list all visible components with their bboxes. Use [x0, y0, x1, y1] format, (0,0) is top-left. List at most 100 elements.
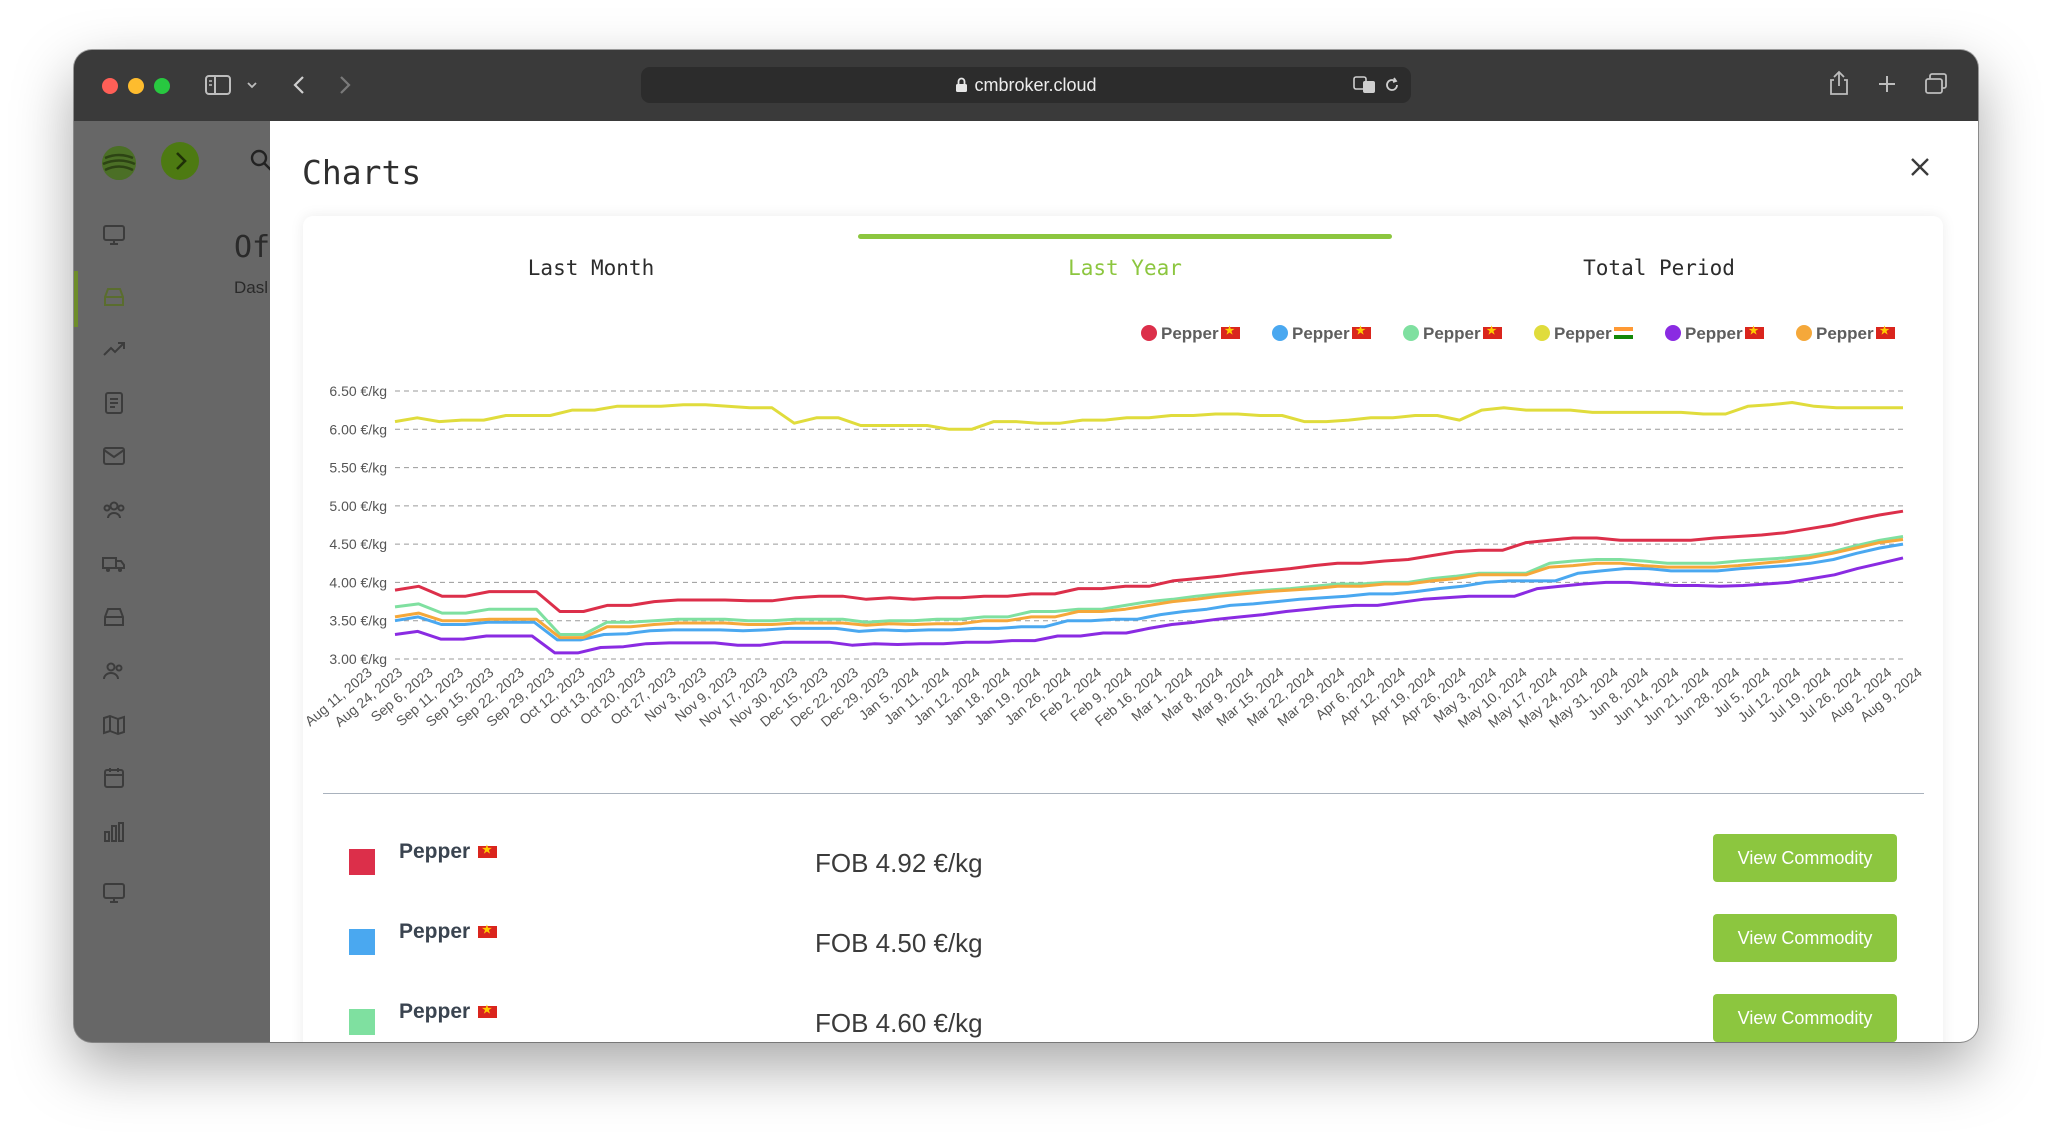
vietnam-flag-icon: [478, 843, 498, 858]
address-text-wrap: cmbroker.cloud: [641, 75, 1411, 96]
series-line: [394, 538, 1904, 640]
chevron-right-icon: [176, 152, 187, 170]
mail-icon[interactable]: [102, 444, 126, 468]
vietnam-flag-icon: [478, 923, 498, 938]
address-bar[interactable]: cmbroker.cloud: [641, 67, 1411, 103]
app-sidebar: [74, 121, 273, 1042]
legend-dot: [1141, 325, 1157, 341]
truck-icon[interactable]: [102, 552, 126, 576]
legend-label: Pepper: [1423, 324, 1481, 343]
y-tick-label: 6.00 €/kg: [329, 421, 387, 437]
document-icon[interactable]: [102, 391, 126, 415]
legend-item[interactable]: Pepper: [1272, 324, 1371, 344]
bar-chart-icon[interactable]: [102, 820, 126, 844]
y-tick-label: 4.50 €/kg: [329, 536, 387, 552]
sidebar-active-indicator: [74, 271, 78, 327]
expand-sidebar-button[interactable]: [161, 142, 199, 180]
vietnam-flag-icon: [1351, 324, 1371, 339]
legend-item[interactable]: Pepper: [1665, 324, 1764, 344]
inbox-icon[interactable]: [102, 285, 126, 309]
legend-item[interactable]: Pepper: [1403, 324, 1502, 344]
commodity-price: FOB 4.50 €/kg: [815, 928, 983, 958]
users-icon[interactable]: [102, 659, 126, 683]
close-window-button[interactable]: [102, 78, 118, 94]
commodity-row: Pepper FOB 4.92 €/kg View Commodity: [303, 834, 1943, 894]
view-commodity-button[interactable]: View Commodity: [1713, 914, 1897, 962]
tab-last-month[interactable]: Last Month: [527, 256, 655, 280]
page-heading: Of: [234, 230, 271, 265]
legend-label: Pepper: [1816, 324, 1874, 343]
series-line: [394, 556, 1904, 655]
reload-icon[interactable]: [1383, 76, 1401, 94]
sidebar-toggle-icon[interactable]: [205, 74, 231, 96]
legend-item[interactable]: Pepper: [1796, 324, 1895, 344]
map-icon[interactable]: [102, 713, 126, 737]
maximize-window-button[interactable]: [154, 78, 170, 94]
commodity-price: FOB 4.60 €/kg: [815, 1008, 983, 1038]
trend-icon[interactable]: [102, 337, 126, 361]
legend-label: Pepper: [1554, 324, 1612, 343]
legend-dot: [1272, 325, 1288, 341]
legend-label: Pepper: [1161, 324, 1219, 343]
y-tick-label: 3.50 €/kg: [329, 613, 387, 629]
monitor-icon[interactable]: [102, 223, 126, 247]
legend-item[interactable]: Pepper: [1141, 324, 1240, 344]
tab-last-year[interactable]: Last Year: [1068, 256, 1182, 280]
charts-modal: Charts Last Month Last Year Total Period…: [270, 121, 1978, 1042]
legend-dot: [1403, 325, 1419, 341]
commodity-row: Pepper FOB 4.60 €/kg View Commodity: [303, 994, 1943, 1042]
search-icon[interactable]: [249, 148, 273, 172]
chevron-down-icon[interactable]: [246, 80, 258, 90]
new-tab-icon[interactable]: [1877, 74, 1897, 94]
series-line: [394, 542, 1904, 642]
y-tick-label: 3.00 €/kg: [329, 651, 387, 667]
vietnam-flag-icon: [1875, 324, 1895, 339]
chart-card: Last Month Last Year Total Period Pepper…: [303, 216, 1943, 1042]
legend-dot: [1534, 325, 1550, 341]
tab-overview-icon[interactable]: [1924, 73, 1948, 95]
group-icon[interactable]: [102, 498, 126, 522]
url-text: cmbroker.cloud: [974, 75, 1097, 95]
view-commodity-button[interactable]: View Commodity: [1713, 834, 1897, 882]
vietnam-flag-icon: [1744, 324, 1764, 339]
share-icon[interactable]: [1828, 70, 1850, 96]
vietnam-flag-icon: [478, 1003, 498, 1018]
series-color-swatch: [349, 929, 375, 955]
vietnam-flag-icon: [1220, 324, 1240, 339]
series-line: [394, 401, 1903, 431]
y-tick-label: 4.00 €/kg: [329, 574, 387, 590]
y-tick-label: 6.50 €/kg: [329, 383, 387, 399]
commodity-price: FOB 4.92 €/kg: [815, 848, 983, 878]
legend-dot: [1796, 325, 1812, 341]
calendar-icon[interactable]: [102, 766, 126, 790]
forward-arrow-icon[interactable]: [338, 74, 352, 96]
display-icon[interactable]: [102, 881, 126, 905]
series-line: [394, 509, 1904, 613]
back-arrow-icon[interactable]: [292, 74, 306, 96]
commodity-name: Pepper: [399, 1000, 471, 1023]
legend-dot: [1665, 325, 1681, 341]
modal-title: Charts: [302, 153, 422, 192]
lock-icon: [956, 77, 968, 92]
chart-divider: [323, 793, 1924, 794]
y-tick-label: 5.00 €/kg: [329, 498, 387, 514]
commodity-name-wrap: Pepper: [399, 840, 498, 864]
commodity-name: Pepper: [399, 840, 471, 863]
tray-icon[interactable]: [102, 605, 126, 629]
view-commodity-button[interactable]: View Commodity: [1713, 994, 1897, 1042]
minimize-window-button[interactable]: [128, 78, 144, 94]
translate-icon[interactable]: [1353, 75, 1377, 95]
commodity-name-wrap: Pepper: [399, 920, 498, 944]
series-color-swatch: [349, 1009, 375, 1035]
app-logo-icon: [102, 146, 136, 180]
browser-window: cmbroker.cloud: [74, 50, 1978, 1042]
close-icon[interactable]: [1904, 151, 1936, 183]
y-tick-label: 5.50 €/kg: [329, 460, 387, 476]
tab-total-period[interactable]: Total Period: [1583, 256, 1735, 280]
legend-label: Pepper: [1292, 324, 1350, 343]
active-tab-indicator: [858, 234, 1392, 239]
price-line-chart: 3.00 €/kg 3.50 €/kg 4.00 €/kg 4.50 €/kg 5.00…: [303, 383, 1925, 731]
legend-item[interactable]: Pepper: [1534, 324, 1633, 344]
vietnam-flag-icon: [1482, 324, 1502, 339]
breadcrumb: Dasl: [234, 278, 269, 297]
